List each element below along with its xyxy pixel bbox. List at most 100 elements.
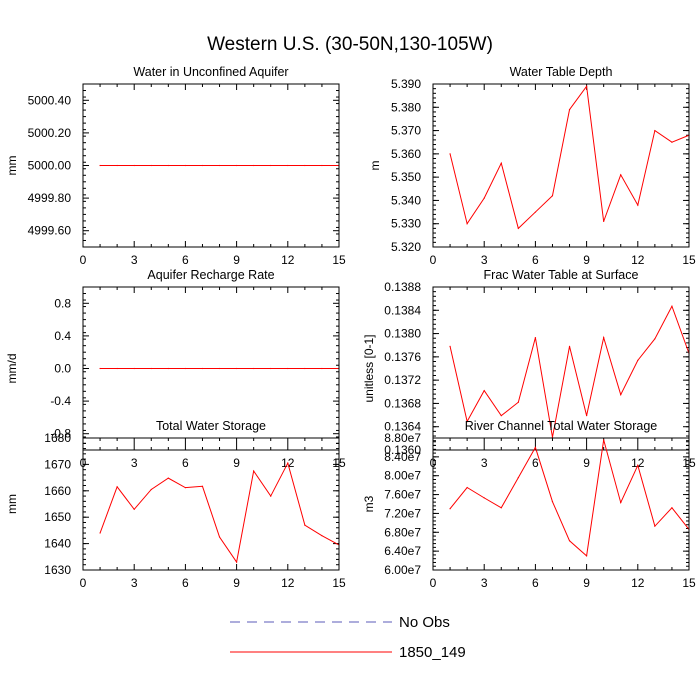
panel-water-table-depth-ytick-label: 5.370 [391,124,421,138]
panel-total-water-storage-ytick-label: 1660 [44,484,71,498]
legend-label-no-obs: No Obs [399,614,450,631]
panel-water-in-unconfined-aquifer-point [201,164,204,167]
panel-water-table-depth-point [534,211,537,213]
panel-aquifer-recharge-rate-ytick-label: 0.8 [54,296,71,310]
panel-frac-water-table-at-surface-point [449,345,451,347]
panel-river-channel-total-water-storage-ytick-label: 8.80e7 [384,431,421,445]
panel-water-table-depth-point [654,129,656,132]
panel-total-water-storage-ytick-label: 1640 [44,537,71,551]
panel-river-channel-total-water-storage-point [551,501,554,503]
panel-river-channel-total-water-storage-point [483,497,485,499]
panel-water-in-unconfined-aquifer-point [270,164,272,167]
panel-total-water-storage-point [184,487,186,489]
panel-water-table-depth-point [517,227,519,229]
panel-total-water-storage-xtick-label: 0 [80,576,87,590]
panel-total-water-storage-ytick-label: 1670 [44,457,71,471]
panel-water-table-depth-point [586,85,588,87]
panel-water-in-unconfined-aquifer-ytick-label: 4999.60 [28,224,72,238]
panel-frac-water-table-at-surface-ytick-label: 0.1388 [384,280,421,294]
panel-water-table-depth-point [568,109,571,111]
panel-water-in-unconfined-aquifer-point [99,164,101,167]
panel-frac-water-table-at-surface-point [500,415,502,417]
panel-water-table-depth-ytick-label: 5.320 [391,240,421,254]
panel-total-water-storage-point [304,524,306,526]
panel-total-water-storage-ylabel: mm [5,494,19,514]
panel-aquifer-recharge-rate-point [150,367,152,370]
panel-water-table-depth-point [671,141,673,143]
panel-aquifer-recharge-rate-ytick-label: 0.0 [54,362,71,376]
panel-water-in-unconfined-aquifer-point [321,164,323,167]
panel-river-channel-total-water-storage-point [449,508,451,510]
panel-water-table-depth-point [483,197,485,199]
panel-water-in-unconfined-aquifer-point [287,164,289,167]
panel-water-in-unconfined-aquifer-point [304,164,306,167]
panel-aquifer-recharge-rate-frame [82,286,340,451]
panel-total-water-storage-point [167,477,169,479]
panel-total-water-storage: Total Water Storage mm 0 3 6 9 12 15 1630 1640 165… [5,419,346,590]
panel-river-channel-total-water-storage-ytick-label: 8.00e7 [384,469,421,483]
panel-river-channel-total-water-storage-title: River Channel Total Water Storage [465,419,658,433]
panel-frac-water-table-at-surface-ytick-label: 0.1380 [384,327,421,341]
panel-water-table-depth-ytick-label: 5.360 [391,147,421,161]
panel-water-table-depth-ytick-label: 5.330 [391,217,421,231]
panel-water-in-unconfined-aquifer-point [150,164,152,167]
panel-aquifer-recharge-rate-title: Aquifer Recharge Rate [147,268,274,282]
panel-river-channel-total-water-storage-xtick-label: 3 [481,576,488,590]
panel-aquifer-recharge-rate-point [116,367,118,370]
panel-river-channel-total-water-storage-ytick-label: 6.00e7 [384,563,421,577]
panel-total-water-storage-xtick-label: 3 [131,576,138,590]
panel-water-table-depth-point [551,195,554,197]
panel-water-in-unconfined-aquifer-ytick-label: 4999.80 [28,191,72,205]
panel-frac-water-table-at-surface-point [551,436,554,438]
panel-water-in-unconfined-aquifer-title: Water in Unconfined Aquifer [133,65,288,79]
panel-water-in-unconfined-aquifer-ytick-label: 5000.40 [28,93,72,107]
panel-water-table-depth-point [466,223,468,225]
panel-aquifer-recharge-rate-point [99,367,101,370]
panel-water-in-unconfined-aquifer-xtick-label: 6 [182,253,189,267]
panel-frac-water-table-at-surface-ytick-label: 0.1384 [384,303,421,317]
panel-frac-water-table-at-surface-point [654,338,656,340]
panel-water-in-unconfined-aquifer-point [218,164,221,167]
panel-river-channel-total-water-storage-point [671,507,673,509]
panel-water-table-depth-point [500,162,502,164]
panel-river-channel-total-water-storage-xtick-label: 6 [532,576,539,590]
panel-river-channel-total-water-storage-point [500,507,502,509]
panel-total-water-storage-point [236,561,238,563]
panel-aquifer-recharge-rate-xtick-label: 6 [182,456,189,470]
panel-water-table-depth-ytick-label: 5.350 [391,170,421,184]
panel-total-water-storage-point [133,508,135,510]
panel-water-table-depth-ytick-label: 5.340 [391,193,421,207]
panel-river-channel-total-water-storage-point [620,501,622,504]
legend-label-1850-149: 1850_149 [399,644,466,661]
panel-aquifer-recharge-rate-xtick-label: 3 [131,456,138,470]
legend: No Obs 1850_149 [230,614,466,661]
panel-water-in-unconfined-aquifer-ytick-label: 5000.00 [28,159,72,173]
panel-river-channel-total-water-storage-point [517,477,519,479]
panel-aquifer-recharge-rate-point [287,367,289,370]
panel-aquifer-recharge-rate-ytick-label: -0.8 [50,427,71,441]
panel-water-table-depth-frame [432,83,690,248]
panel-frac-water-table-at-surface-ylabel: unitless [0-1] [362,334,376,402]
panel-total-water-storage-point [99,532,101,534]
panel-total-water-storage-point [150,488,152,491]
panel-frac-water-table-at-surface-ytick-label: 0.1372 [384,373,421,387]
panel-total-water-storage-xtick-label: 9 [233,576,240,590]
panel-water-in-unconfined-aquifer-point [167,164,169,167]
panel-water-in-unconfined-aquifer-point [236,164,238,167]
panel-water-table-depth-point [637,204,639,206]
panel-aquifer-recharge-rate-point [201,367,204,370]
panel-water-table-depth-xtick-label: 0 [430,253,437,267]
panel-frac-water-table-at-surface-title: Frac Water Table at Surface [484,268,639,282]
panel-frac-water-table-at-surface-frame [432,286,690,451]
panel-water-in-unconfined-aquifer-xtick-label: 0 [80,253,87,267]
panel-frac-water-table-at-surface-ytick-label: 0.1364 [384,420,421,434]
panel-water-in-unconfined-aquifer-ytick-label: 5000.20 [28,126,72,140]
panel-frac-water-table-at-surface-xtick-label: 9 [583,456,590,470]
panel-water-table-depth-xtick-label: 6 [532,253,539,267]
panel-frac-water-table-at-surface-point [620,394,622,396]
panel-river-channel-total-water-storage-point [603,439,605,441]
panel-river-channel-total-water-storage-xtick-label: 9 [583,576,590,590]
panel-total-water-storage-xtick-label: 12 [281,576,295,590]
panel-water-in-unconfined-aquifer-xtick-label: 9 [233,253,240,267]
